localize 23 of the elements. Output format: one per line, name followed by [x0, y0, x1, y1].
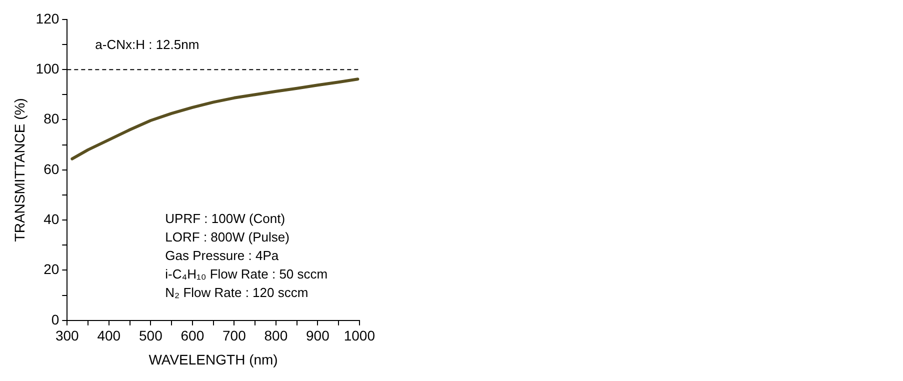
x-tick-label: 300 — [55, 328, 80, 344]
x-tick-label: 800 — [264, 328, 288, 344]
x-tick-label: 600 — [180, 328, 204, 344]
x-tick-label: 1000 — [344, 328, 376, 344]
annotation: UPRF : 100W (Cont) — [165, 210, 286, 226]
y-tick-label: 20 — [44, 261, 60, 278]
x-tick-label: 900 — [306, 328, 330, 344]
x-tick-label: 700 — [222, 328, 246, 344]
x-tick-label: 500 — [138, 328, 163, 344]
annotation: i-C₄H₁₀ Flow Rate : 50 sccm — [165, 266, 328, 282]
y-tick-label: 120 — [36, 10, 60, 26]
annotation: Gas Pressure : 4Pa — [165, 248, 280, 263]
annotation: N₂ Flow Rate : 120 sccm — [165, 284, 308, 300]
y-tick-label: 40 — [44, 210, 60, 227]
y-axis-title: TRANSMITTANCE (%) — [11, 98, 28, 242]
y-tick-label: 100 — [36, 60, 60, 76]
y-tick-label: 80 — [44, 110, 60, 127]
x-tick-label: 400 — [97, 328, 121, 344]
y-tick-label: 0 — [51, 311, 60, 328]
y-tick-label: 60 — [44, 160, 60, 177]
annotation: LORF : 800W (Pulse) — [165, 229, 290, 244]
x-axis-title: WAVELENGTH (nm) — [148, 351, 278, 368]
annotation: a-CNx:H : 12.5nm — [95, 36, 200, 52]
